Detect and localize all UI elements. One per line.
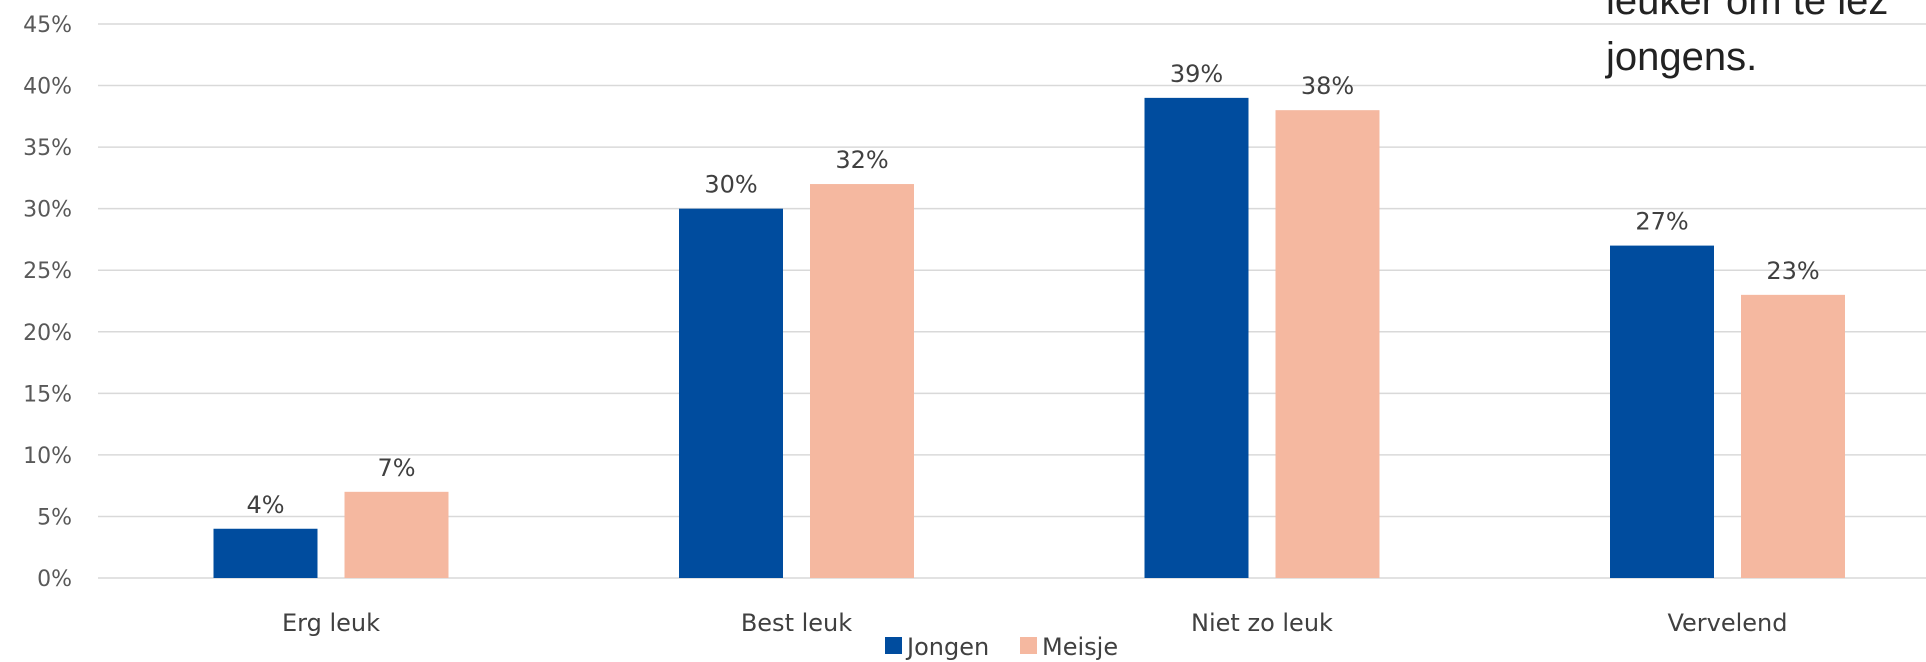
category-labels: Erg leuk Best leuk Niet zo leuk Vervelend: [282, 609, 1788, 637]
y-tick-label: 10%: [23, 444, 72, 469]
annotation-line-2: jongens.: [1605, 35, 1757, 79]
data-labels: 4% 7% 30% 32% 39% 38% 27% 23%: [246, 60, 1819, 519]
data-label: 38%: [1301, 72, 1354, 100]
bar: [679, 208, 783, 578]
data-label: 32%: [835, 146, 888, 174]
y-tick-label: 15%: [23, 382, 72, 407]
bar: [1144, 97, 1249, 578]
bar: [1610, 245, 1714, 578]
data-label: 27%: [1635, 208, 1688, 236]
annotation-text: leuker om te lez jongens.: [1605, 0, 1888, 79]
legend-label-jongen: Jongen: [905, 633, 989, 661]
legend-swatch-meisje: [1020, 637, 1037, 654]
data-label: 4%: [246, 491, 284, 519]
y-tick-label: 25%: [23, 259, 72, 284]
annotation-line-1: leuker om te lez: [1606, 0, 1888, 23]
category-label: Vervelend: [1667, 609, 1787, 637]
y-tick-label: 20%: [23, 321, 72, 346]
y-tick-label: 35%: [23, 136, 72, 161]
category-label: Erg leuk: [282, 609, 380, 637]
category-label: Best leuk: [741, 609, 852, 637]
data-label: 23%: [1766, 257, 1819, 285]
bar: [1741, 294, 1845, 578]
data-label: 7%: [377, 454, 415, 482]
legend-label-meisje: Meisje: [1042, 633, 1118, 661]
bar: [1275, 110, 1380, 578]
y-tick-label: 5%: [37, 505, 72, 530]
y-axis-tick-labels: 0% 5% 10% 15% 20% 25% 30% 35% 40% 45%: [23, 13, 72, 592]
category-label: Niet zo leuk: [1191, 609, 1333, 637]
bars: [213, 97, 1845, 579]
y-tick-label: 40%: [23, 75, 72, 100]
y-tick-label: 30%: [23, 198, 72, 223]
bar: [213, 528, 318, 578]
y-tick-label: 0%: [37, 567, 72, 592]
legend: Jongen Meisje: [885, 633, 1118, 661]
y-tick-label: 45%: [23, 13, 72, 38]
legend-swatch-jongen: [885, 637, 902, 654]
bar: [810, 184, 914, 579]
data-label: 39%: [1170, 60, 1223, 88]
data-label: 30%: [704, 171, 757, 199]
bar: [344, 491, 449, 578]
